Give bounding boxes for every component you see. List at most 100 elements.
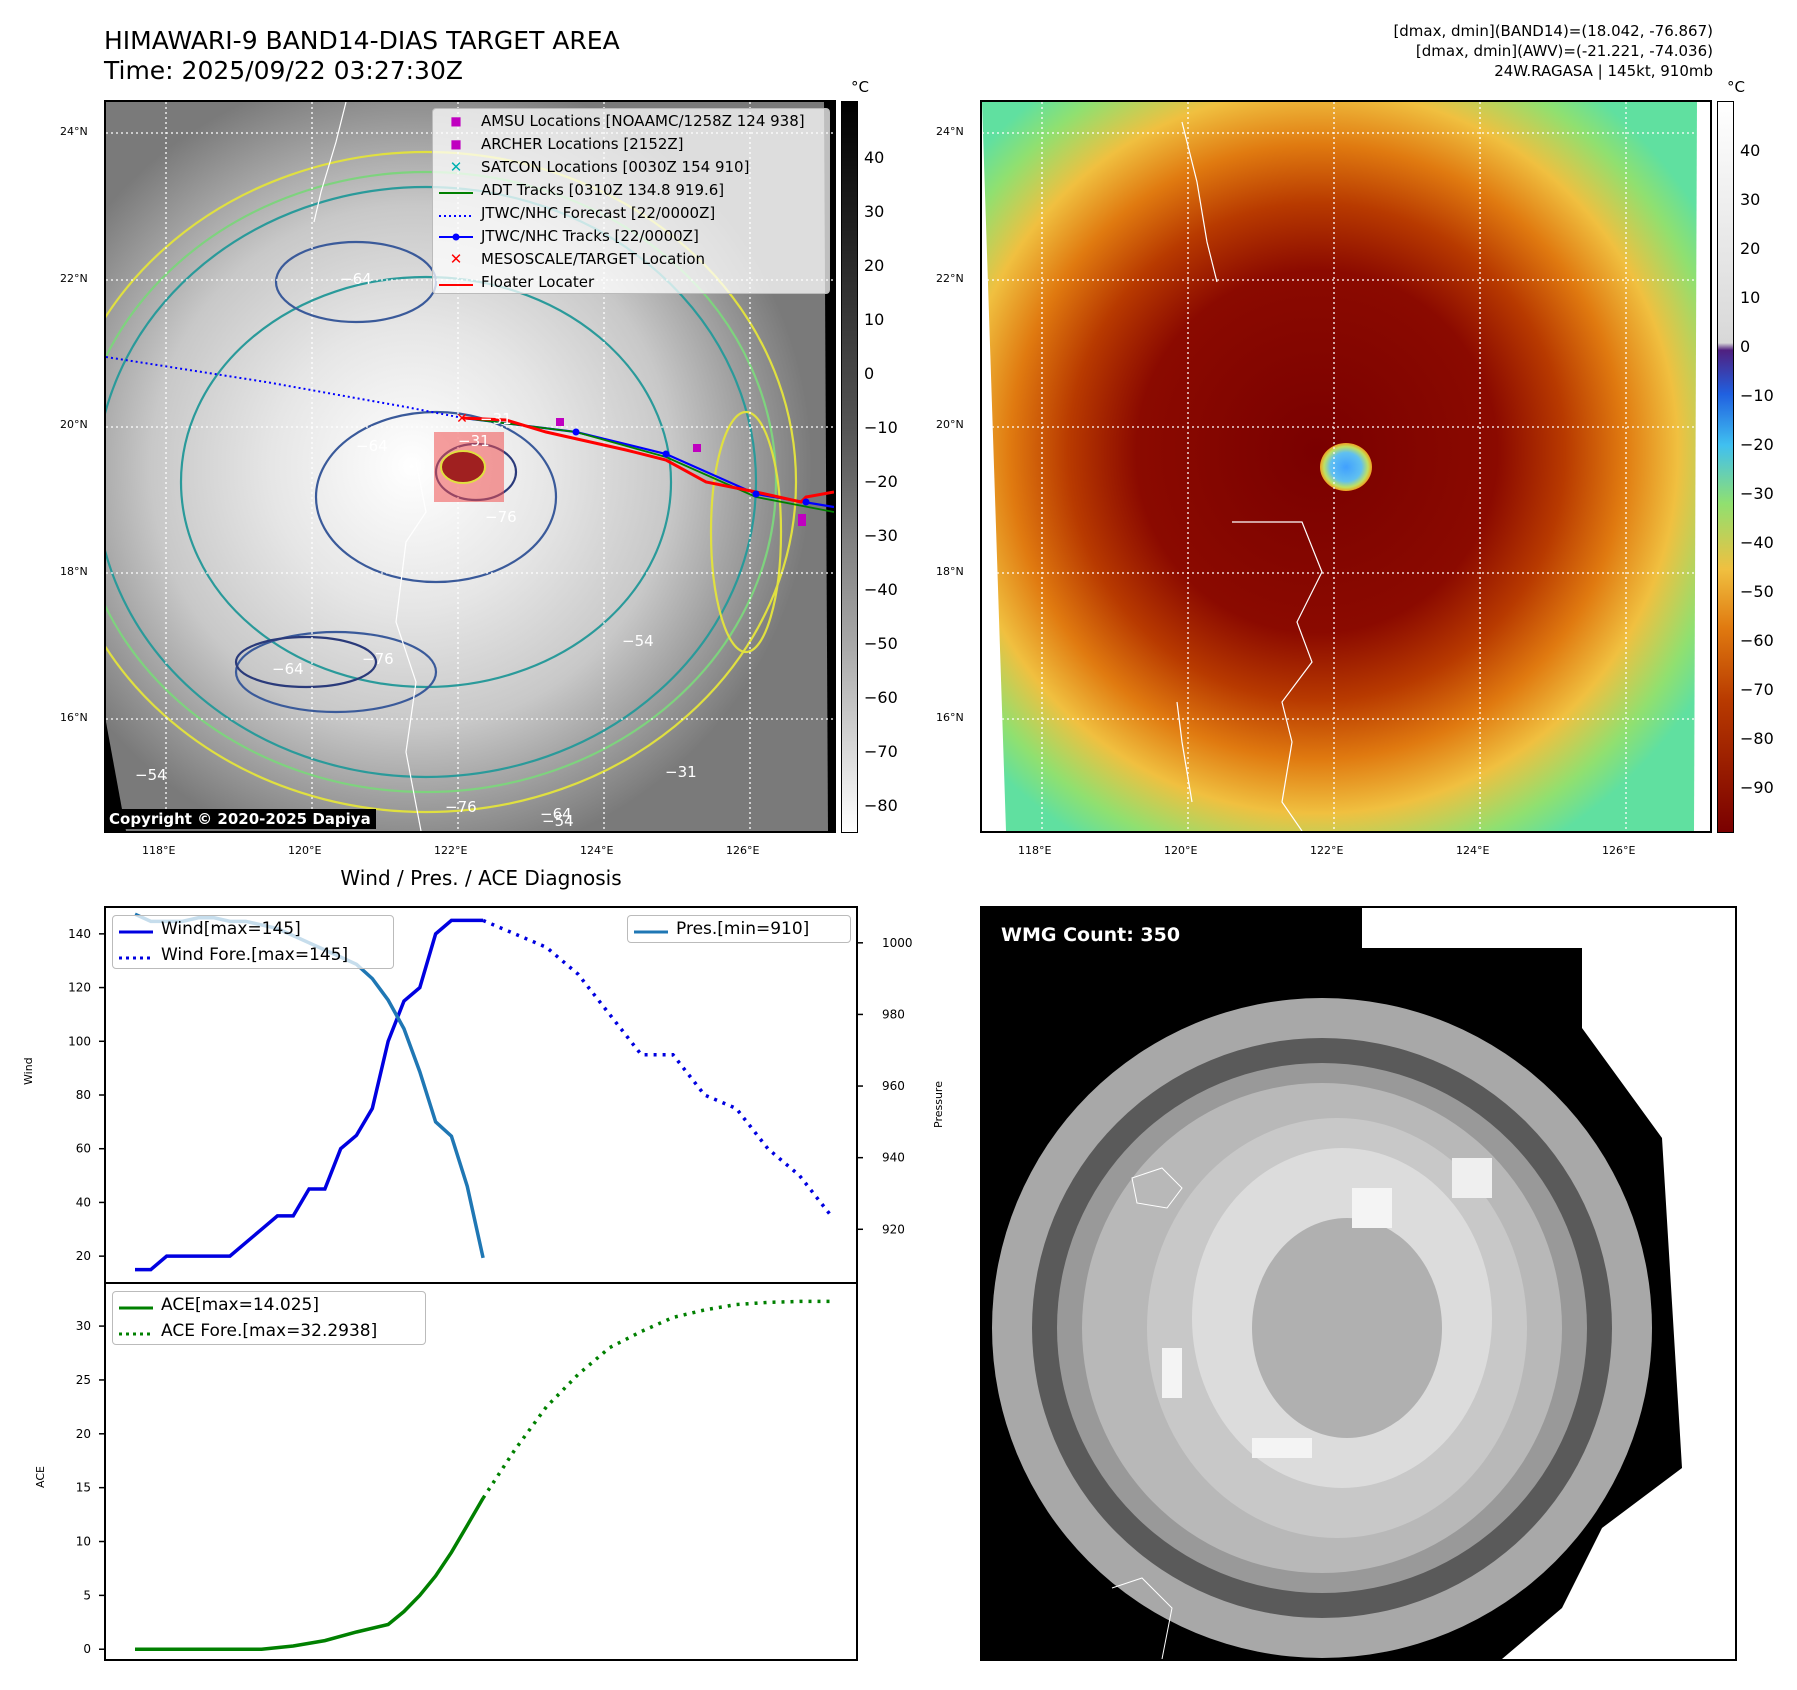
legend-item-jtwc-forecast: JTWC/NHC Forecast [22/0000Z] — [433, 201, 829, 224]
contour-label: −76 — [485, 508, 517, 526]
ace-tick-label: 0 — [83, 1642, 91, 1656]
dotted-line-icon — [119, 1321, 153, 1341]
awv-map-image — [982, 102, 1710, 831]
wmg-panel — [980, 906, 1737, 1661]
legend-item-pressure: Pres.[min=910] — [628, 916, 850, 942]
contour-label: −31 — [480, 410, 512, 428]
lat-tick: 18°N — [936, 565, 964, 578]
colorbar-tick: −90 — [1740, 778, 1774, 797]
ace-series-line-0 — [135, 1497, 485, 1651]
square-marker-icon: ■ — [450, 113, 462, 128]
colorbar-tick: −10 — [864, 418, 898, 437]
legend-label: ARCHER Locations [2152Z] — [481, 134, 684, 153]
solid-line-icon — [439, 273, 473, 291]
colorbar-tick: −50 — [1740, 582, 1774, 601]
colorbar-tick: −80 — [864, 796, 898, 815]
lon-tick: 118°E — [142, 844, 176, 857]
legend-item-floater: Floater Locater — [433, 270, 829, 293]
colorbar-tick: −20 — [864, 472, 898, 491]
x-marker-icon: ✕ — [449, 249, 463, 268]
contour-label: −54 — [542, 812, 574, 830]
legend-item-ace: ACE[max=14.025] — [113, 1292, 425, 1318]
colorbar-tick: −10 — [1740, 386, 1774, 405]
line-dot-icon — [439, 227, 473, 245]
contour-label: −64 — [356, 437, 388, 455]
x-marker-icon: ✕ — [449, 157, 463, 176]
pressure-tick-label: 920 — [882, 1222, 905, 1236]
wind-axis-label: Wind — [22, 1057, 35, 1085]
dotted-line-icon — [439, 204, 473, 222]
lon-tick: 120°E — [288, 844, 322, 857]
legend-label: Pres.[min=910] — [676, 919, 810, 939]
legend-item-satcon: ✕ SATCON Locations [0030Z 154 910] — [433, 155, 829, 178]
chart-title-line1: HIMAWARI-9 BAND14-DIAS TARGET AREA — [104, 26, 620, 55]
series-line-0 — [135, 918, 484, 1272]
legend-item-ace-forecast: ACE Fore.[max=32.2938] — [113, 1318, 425, 1344]
lon-tick: 118°E — [1018, 844, 1052, 857]
colorbar-tick: −60 — [864, 688, 898, 707]
legend-item-adt: ADT Tracks [0310Z 134.8 919.6] — [433, 178, 829, 201]
colorbar-tick: 40 — [1740, 141, 1761, 160]
legend-item-archer: ■ ARCHER Locations [2152Z] — [433, 132, 829, 155]
colorbar-tick: −60 — [1740, 631, 1774, 650]
colorbar-tick: 20 — [1740, 239, 1761, 258]
lon-tick: 120°E — [1164, 844, 1198, 857]
contour-label: −54 — [622, 632, 654, 650]
lon-tick: 126°E — [1602, 844, 1636, 857]
lat-tick: 18°N — [60, 565, 88, 578]
pressure-tick-label: 960 — [882, 1079, 905, 1093]
contour-label: −76 — [362, 650, 394, 668]
colorbar-tick: 40 — [864, 148, 885, 167]
legend-label: AMSU Locations [NOAAMC/1258Z 124 938] — [481, 111, 805, 130]
lat-tick: 20°N — [60, 418, 88, 431]
colorbar-tick: 10 — [864, 310, 885, 329]
colorbar-tick: −20 — [1740, 435, 1774, 454]
map-legend: ■ AMSU Locations [NOAAMC/1258Z 124 938] ■… — [432, 108, 830, 294]
colorbar-tick: 30 — [1740, 190, 1761, 209]
wind-tick-label: 140 — [68, 927, 91, 941]
wind-tick-label: 60 — [76, 1142, 91, 1156]
ace-series-line-1 — [481, 1299, 832, 1500]
contour-label: −76 — [445, 798, 477, 816]
colorbar-unit: °C — [1727, 78, 1745, 96]
lon-tick: 124°E — [1456, 844, 1490, 857]
ace-tick-label: 15 — [76, 1481, 91, 1495]
lon-tick: 122°E — [434, 844, 468, 857]
awv-map-panel — [980, 100, 1712, 833]
lon-tick: 126°E — [726, 844, 760, 857]
wind-tick-label: 120 — [68, 981, 91, 995]
ace-tick-label: 20 — [76, 1427, 91, 1441]
solid-line-icon — [119, 919, 153, 939]
lat-tick: 20°N — [936, 418, 964, 431]
legend-label: MESOSCALE/TARGET Location — [481, 249, 706, 268]
colorbar-tick: −70 — [864, 742, 898, 761]
pressure-tick-label: 1000 — [882, 936, 913, 950]
pressure-tick-label: 940 — [882, 1151, 905, 1165]
legend-label: Wind Fore.[max=145] — [161, 945, 349, 965]
lon-tick: 122°E — [1310, 844, 1344, 857]
colorbar-tick: 0 — [1740, 337, 1751, 356]
contour-label: −31 — [458, 432, 490, 450]
colorbar-tick: −30 — [864, 526, 898, 545]
solid-line-icon — [439, 181, 473, 199]
ace-axis-label: ACE — [34, 1466, 47, 1488]
contour-label: −64 — [272, 660, 304, 678]
wind-tick-label: 20 — [76, 1249, 91, 1263]
wmg-count-label: WMG Count: 350 — [1001, 924, 1181, 946]
awv-colorbar — [1717, 101, 1734, 833]
lon-tick: 124°E — [580, 844, 614, 857]
diagnosis-title: Wind / Pres. / ACE Diagnosis — [340, 866, 622, 890]
contour-label: −64 — [340, 270, 372, 288]
wind-tick-label: 40 — [76, 1195, 91, 1209]
legend-label: SATCON Locations [0030Z 154 910] — [481, 157, 750, 176]
legend-label: ADT Tracks [0310Z 134.8 919.6] — [481, 180, 725, 199]
svg-text:✕: ✕ — [456, 411, 468, 427]
contour-label: −31 — [665, 763, 697, 781]
pressure-axis-label: Pressure — [932, 1081, 945, 1128]
colorbar-tick: 10 — [1740, 288, 1761, 307]
chart-title-line2: Time: 2025/09/22 03:27:30Z — [104, 56, 463, 85]
legend-label: Wind[max=145] — [161, 919, 301, 939]
lat-tick: 16°N — [936, 711, 964, 724]
colorbar-tick: −40 — [864, 580, 898, 599]
